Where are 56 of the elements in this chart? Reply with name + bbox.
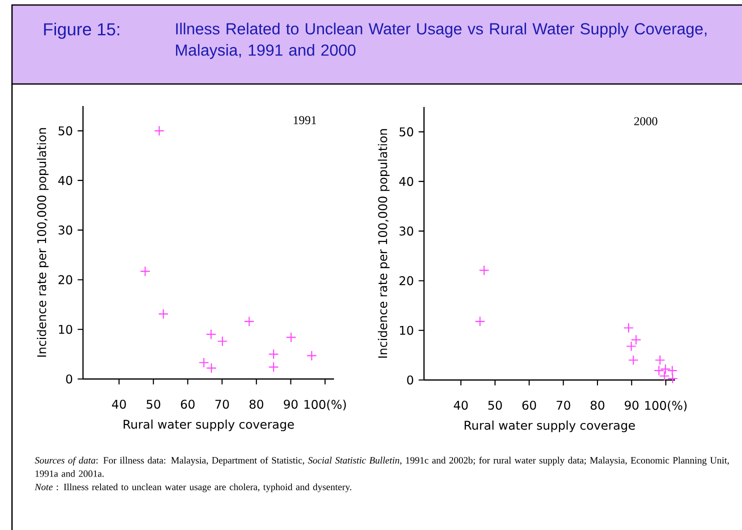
point: [623, 322, 634, 334]
x-axis-title: Rural water supply coverage: [464, 420, 635, 432]
point: [306, 350, 317, 361]
y-tick-label: 40: [399, 176, 414, 186]
point: [667, 365, 678, 376]
text: Illness Related to Unclean Water Usage vs Rural Water Supply Coverage, Malaysia, 1991 and 2000: [176, 22, 706, 59]
x-tick-label: 100(%): [304, 400, 346, 410]
text: 1991: [294, 116, 316, 124]
x-tick-label: 50: [146, 400, 160, 409]
y-tick-label: 20: [58, 275, 72, 284]
y-tick-label: 30: [400, 226, 414, 236]
point: [217, 336, 228, 346]
y-tick-label: 50: [400, 127, 414, 136]
x-tick-label: 80: [590, 400, 604, 410]
x-tick-label: 60: [180, 400, 195, 409]
point: [154, 126, 164, 136]
y-tick-label: 20: [400, 276, 414, 286]
text: Sources of data: For illness data: Malaysia, Department of Statistic, Social Statistic Bulletin, 1991c and 2002b; for rural water supply data; Malaysia, Economic Planning Unit, 1991a and 2001a.: [34, 456, 729, 477]
x-tick-label: 40: [454, 400, 468, 410]
point: [667, 373, 678, 384]
point: [206, 329, 216, 340]
point: [268, 362, 279, 372]
y-tick-label: 50: [58, 126, 72, 136]
x-tick-label: 80: [250, 400, 264, 409]
y-tick-label: 0: [407, 375, 414, 385]
y-tick-label: 30: [58, 226, 72, 235]
point: [626, 341, 636, 352]
x-tick-label: 40: [112, 400, 126, 409]
x-tick-label: 70: [215, 400, 229, 409]
y-axis-title: Incidence rate per 100,000 population: [36, 128, 49, 357]
point: [268, 348, 279, 360]
point: [140, 266, 150, 276]
y-axis-title: Incidence rate per 100,000 population: [378, 129, 390, 358]
x-tick-label: 100(%): [645, 400, 687, 412]
x-tick-label: 70: [556, 400, 570, 410]
text: Note : Illness related to unclean water usage are cholera, typhoid and dysentery.: [34, 483, 352, 492]
x-tick-label: 90: [284, 400, 298, 409]
point: [244, 316, 254, 327]
point: [654, 354, 666, 366]
point: [286, 332, 296, 342]
caption: Figure 15:: [44, 22, 120, 39]
x-tick-label: 60: [522, 400, 536, 410]
point: [474, 316, 486, 327]
x-axis-title: Rural water supply coverage: [124, 420, 294, 432]
y-tick-label: 10: [59, 324, 72, 334]
text: 2000: [634, 117, 658, 126]
y-tick-label: 0: [66, 374, 72, 384]
x-tick-label: 90: [624, 400, 638, 410]
point: [478, 265, 490, 276]
point: [630, 334, 642, 345]
point: [628, 354, 639, 366]
point: [158, 308, 169, 320]
point: [660, 364, 671, 374]
y-tick-label: 10: [400, 326, 414, 335]
y-tick-label: 40: [58, 176, 72, 185]
x-tick-label: 50: [488, 400, 502, 410]
